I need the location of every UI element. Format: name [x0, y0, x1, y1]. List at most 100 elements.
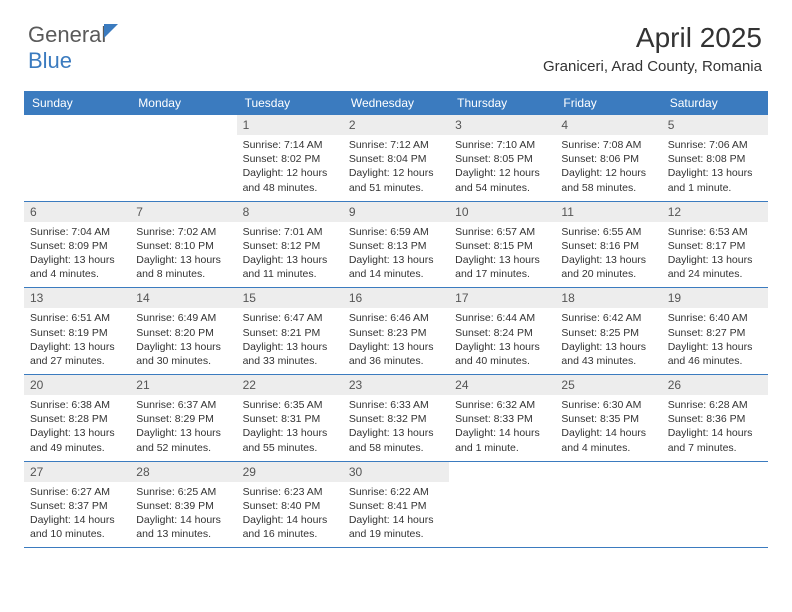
day-content: Sunrise: 6:27 AMSunset: 8:37 PMDaylight:…: [24, 482, 130, 548]
day-line: and 51 minutes.: [349, 181, 443, 195]
day-cell: 28Sunrise: 6:25 AMSunset: 8:39 PMDayligh…: [130, 462, 236, 548]
day-content: Sunrise: 6:28 AMSunset: 8:36 PMDaylight:…: [662, 395, 768, 461]
day-line: Sunrise: 7:08 AM: [561, 138, 655, 152]
day-line: Sunset: 8:40 PM: [243, 499, 337, 513]
day-line: Sunrise: 6:46 AM: [349, 311, 443, 325]
day-line: and 17 minutes.: [455, 267, 549, 281]
day-line: Daylight: 13 hours: [668, 253, 762, 267]
day-line: Daylight: 13 hours: [349, 340, 443, 354]
day-number: 8: [237, 202, 343, 222]
day-cell: 8Sunrise: 7:01 AMSunset: 8:12 PMDaylight…: [237, 202, 343, 288]
day-line: Sunset: 8:19 PM: [30, 326, 124, 340]
weekday-header: Saturday: [662, 91, 768, 115]
day-line: and 48 minutes.: [243, 181, 337, 195]
day-cell: 1Sunrise: 7:14 AMSunset: 8:02 PMDaylight…: [237, 115, 343, 201]
day-line: and 19 minutes.: [349, 527, 443, 541]
day-line: Daylight: 12 hours: [455, 166, 549, 180]
day-line: Sunrise: 6:49 AM: [136, 311, 230, 325]
day-content: Sunrise: 7:04 AMSunset: 8:09 PMDaylight:…: [24, 222, 130, 288]
day-line: and 36 minutes.: [349, 354, 443, 368]
day-cell: 16Sunrise: 6:46 AMSunset: 8:23 PMDayligh…: [343, 288, 449, 374]
day-content: Sunrise: 6:55 AMSunset: 8:16 PMDaylight:…: [555, 222, 661, 288]
day-line: and 16 minutes.: [243, 527, 337, 541]
day-line: Daylight: 14 hours: [136, 513, 230, 527]
day-line: Sunrise: 7:12 AM: [349, 138, 443, 152]
day-line: and 7 minutes.: [668, 441, 762, 455]
day-content: Sunrise: 7:08 AMSunset: 8:06 PMDaylight:…: [555, 135, 661, 201]
day-cell: 9Sunrise: 6:59 AMSunset: 8:13 PMDaylight…: [343, 202, 449, 288]
weekday-header: Thursday: [449, 91, 555, 115]
day-line: Daylight: 13 hours: [349, 253, 443, 267]
weekday-header: Friday: [555, 91, 661, 115]
day-cell: 25Sunrise: 6:30 AMSunset: 8:35 PMDayligh…: [555, 375, 661, 461]
day-number: [449, 462, 555, 482]
day-line: and 33 minutes.: [243, 354, 337, 368]
day-line: Daylight: 13 hours: [349, 426, 443, 440]
day-content: Sunrise: 7:06 AMSunset: 8:08 PMDaylight:…: [662, 135, 768, 201]
day-line: Daylight: 14 hours: [349, 513, 443, 527]
day-line: and 58 minutes.: [561, 181, 655, 195]
day-line: Sunrise: 6:55 AM: [561, 225, 655, 239]
day-content: [449, 482, 555, 532]
location: Graniceri, Arad County, Romania: [543, 58, 762, 75]
day-line: and 27 minutes.: [30, 354, 124, 368]
day-cell: 26Sunrise: 6:28 AMSunset: 8:36 PMDayligh…: [662, 375, 768, 461]
logo-text-blue: Blue: [28, 48, 72, 73]
day-line: Sunset: 8:23 PM: [349, 326, 443, 340]
day-content: Sunrise: 6:53 AMSunset: 8:17 PMDaylight:…: [662, 222, 768, 288]
day-line: Sunrise: 7:02 AM: [136, 225, 230, 239]
day-cell: [662, 462, 768, 548]
week-row: 6Sunrise: 7:04 AMSunset: 8:09 PMDaylight…: [24, 202, 768, 289]
day-line: and 20 minutes.: [561, 267, 655, 281]
weekday-header-row: SundayMondayTuesdayWednesdayThursdayFrid…: [24, 91, 768, 115]
day-content: [662, 482, 768, 532]
day-line: Sunrise: 6:22 AM: [349, 485, 443, 499]
day-line: Sunset: 8:15 PM: [455, 239, 549, 253]
day-line: Daylight: 12 hours: [243, 166, 337, 180]
day-number: 10: [449, 202, 555, 222]
day-content: Sunrise: 7:01 AMSunset: 8:12 PMDaylight:…: [237, 222, 343, 288]
day-content: Sunrise: 6:30 AMSunset: 8:35 PMDaylight:…: [555, 395, 661, 461]
day-cell: [555, 462, 661, 548]
day-line: Daylight: 13 hours: [30, 426, 124, 440]
day-line: Daylight: 13 hours: [561, 340, 655, 354]
day-number: 6: [24, 202, 130, 222]
day-number: 18: [555, 288, 661, 308]
day-number: 13: [24, 288, 130, 308]
day-line: Sunrise: 6:38 AM: [30, 398, 124, 412]
day-line: Sunrise: 6:40 AM: [668, 311, 762, 325]
day-cell: 22Sunrise: 6:35 AMSunset: 8:31 PMDayligh…: [237, 375, 343, 461]
day-cell: 24Sunrise: 6:32 AMSunset: 8:33 PMDayligh…: [449, 375, 555, 461]
day-line: and 4 minutes.: [30, 267, 124, 281]
day-line: Sunset: 8:13 PM: [349, 239, 443, 253]
weekday-header: Monday: [130, 91, 236, 115]
day-content: Sunrise: 7:14 AMSunset: 8:02 PMDaylight:…: [237, 135, 343, 201]
day-cell: 21Sunrise: 6:37 AMSunset: 8:29 PMDayligh…: [130, 375, 236, 461]
day-line: Daylight: 13 hours: [668, 166, 762, 180]
day-content: [130, 135, 236, 185]
day-line: and 8 minutes.: [136, 267, 230, 281]
day-line: Sunrise: 7:06 AM: [668, 138, 762, 152]
day-line: Daylight: 13 hours: [455, 253, 549, 267]
day-number: [24, 115, 130, 135]
day-line: Daylight: 13 hours: [243, 340, 337, 354]
day-line: Daylight: 13 hours: [668, 340, 762, 354]
day-number: [130, 115, 236, 135]
day-content: [24, 135, 130, 185]
day-line: Sunset: 8:16 PM: [561, 239, 655, 253]
day-number: 30: [343, 462, 449, 482]
day-number: 2: [343, 115, 449, 135]
day-number: 28: [130, 462, 236, 482]
day-line: Daylight: 13 hours: [561, 253, 655, 267]
day-number: 24: [449, 375, 555, 395]
day-cell: 23Sunrise: 6:33 AMSunset: 8:32 PMDayligh…: [343, 375, 449, 461]
day-number: 12: [662, 202, 768, 222]
day-line: Sunrise: 6:44 AM: [455, 311, 549, 325]
day-line: Daylight: 14 hours: [30, 513, 124, 527]
day-line: Daylight: 14 hours: [561, 426, 655, 440]
logo-triangle-icon: [104, 24, 118, 38]
day-cell: [449, 462, 555, 548]
day-line: Daylight: 13 hours: [243, 426, 337, 440]
day-line: Sunset: 8:05 PM: [455, 152, 549, 166]
day-line: Sunrise: 6:53 AM: [668, 225, 762, 239]
